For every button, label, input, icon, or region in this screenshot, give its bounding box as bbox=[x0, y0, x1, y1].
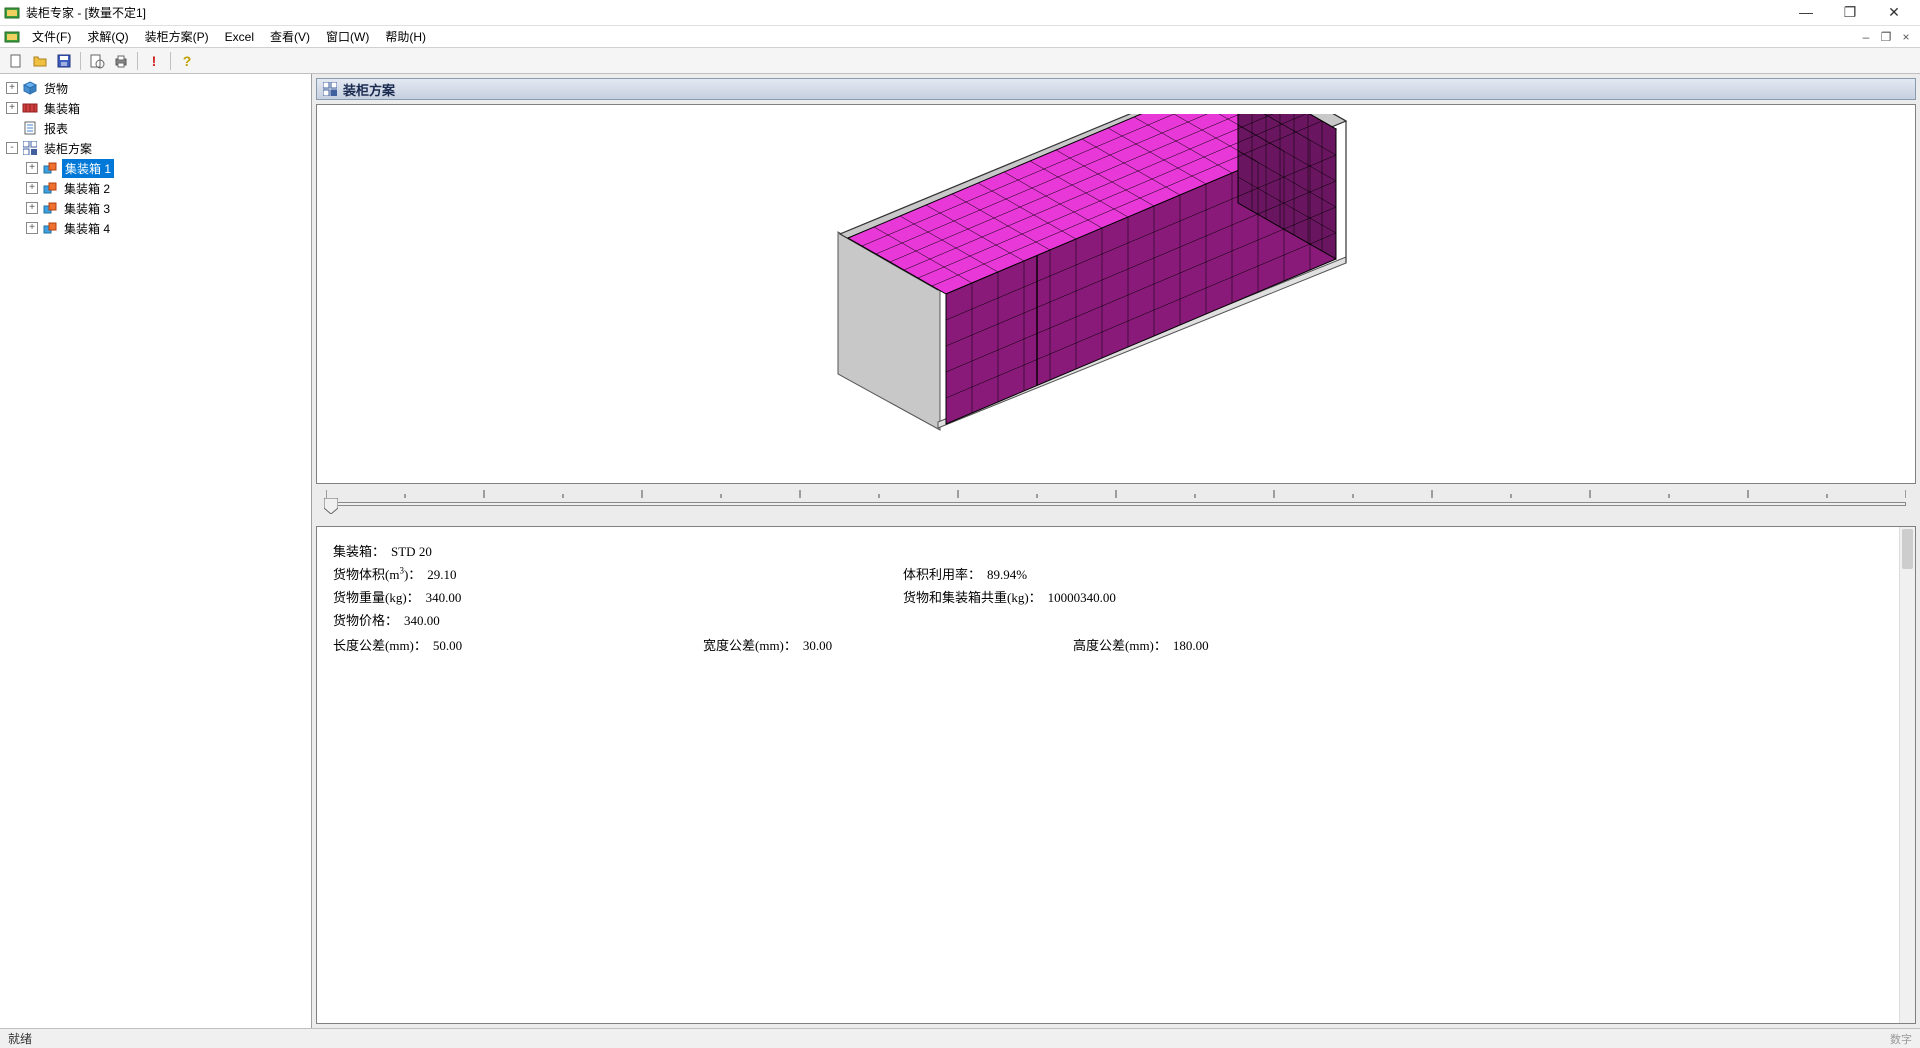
toolbar-separator bbox=[80, 52, 81, 70]
maximize-button[interactable]: ❐ bbox=[1836, 4, 1864, 21]
mdi-restore-button[interactable]: ❐ bbox=[1876, 30, 1896, 44]
status-bar: 就绪 数字 bbox=[0, 1028, 1920, 1048]
tree-expander[interactable]: + bbox=[26, 222, 38, 234]
plan-icon bbox=[22, 140, 38, 156]
container-label: 集装箱： bbox=[333, 544, 385, 559]
mdi-close-button[interactable]: × bbox=[1896, 30, 1916, 44]
toolbar: ! ? bbox=[0, 48, 1920, 74]
weight-value: 340.00 bbox=[426, 590, 462, 605]
report-icon bbox=[22, 120, 38, 136]
height-tolerance-value: 180.00 bbox=[1173, 638, 1209, 653]
tree-node[interactable]: + 集装箱 2 bbox=[2, 178, 309, 198]
box-multi-icon bbox=[42, 220, 58, 236]
window-controls: — ❐ ✕ bbox=[1792, 4, 1916, 21]
status-text: 就绪 bbox=[8, 1030, 32, 1047]
toolbar-separator bbox=[170, 52, 171, 70]
price-label: 货物价格： bbox=[333, 613, 398, 628]
width-tolerance-label: 宽度公差(mm)： bbox=[703, 638, 797, 653]
main-area: + 货物 + 集装箱报表 - 装柜方案 + 集装箱 1 + 集装箱 2 + 集装箱 3 + 集装箱 4 装… bbox=[0, 74, 1920, 1028]
tree-node[interactable]: + 集装箱 4 bbox=[2, 218, 309, 238]
svg-text:?: ? bbox=[183, 53, 192, 69]
tree-node[interactable]: + 货物 bbox=[2, 78, 309, 98]
box-multi-icon bbox=[42, 180, 58, 196]
new-button[interactable] bbox=[6, 51, 26, 71]
container-red-icon bbox=[22, 100, 38, 116]
tree-label: 装柜方案 bbox=[42, 139, 94, 158]
tree-node[interactable]: + 集装箱 1 bbox=[2, 158, 309, 178]
panel-header: 装柜方案 bbox=[316, 78, 1916, 100]
tree-label: 货物 bbox=[42, 79, 70, 98]
menu-view[interactable]: 查看(V) bbox=[262, 26, 318, 47]
volume-label: 货物体积(m3)： bbox=[333, 567, 421, 582]
slider-track[interactable] bbox=[326, 502, 1906, 506]
status-right: 数字 bbox=[1890, 1031, 1912, 1047]
box-multi-icon bbox=[42, 160, 58, 176]
tree-expander[interactable]: - bbox=[6, 142, 18, 154]
menu-excel[interactable]: Excel bbox=[217, 28, 262, 46]
panel-title: 装柜方案 bbox=[343, 80, 395, 99]
container-value: STD 20 bbox=[391, 544, 432, 559]
menu-solve[interactable]: 求解(Q) bbox=[79, 26, 136, 47]
mdi-icon bbox=[4, 29, 20, 45]
container-3d-viewer[interactable] bbox=[316, 104, 1916, 484]
help-button[interactable]: ? bbox=[177, 51, 197, 71]
tree-node[interactable]: + 集装箱 3 bbox=[2, 198, 309, 218]
tree-label: 集装箱 3 bbox=[62, 199, 112, 218]
menu-help[interactable]: 帮助(H) bbox=[377, 26, 434, 47]
tree-expander[interactable]: + bbox=[26, 202, 38, 214]
app-icon bbox=[4, 5, 20, 21]
weight-label: 货物重量(kg)： bbox=[333, 590, 420, 605]
mdi-controls: – ❐ × bbox=[1856, 30, 1916, 44]
box-multi-icon bbox=[42, 200, 58, 216]
menu-bar: 文件(F) 求解(Q) 装柜方案(P) Excel 查看(V) 窗口(W) 帮助… bbox=[0, 26, 1920, 48]
tree-label: 集装箱 4 bbox=[62, 219, 112, 238]
open-button[interactable] bbox=[30, 51, 50, 71]
tree-expander[interactable]: + bbox=[6, 102, 18, 114]
cube-blue-icon bbox=[22, 80, 38, 96]
scrollbar-vertical[interactable] bbox=[1899, 527, 1915, 1023]
tree-expander[interactable]: + bbox=[6, 82, 18, 94]
total-weight-label: 货物和集装箱共重(kg)： bbox=[903, 590, 1042, 605]
save-button[interactable] bbox=[54, 51, 74, 71]
tree-node[interactable]: - 装柜方案 bbox=[2, 138, 309, 158]
tree-label: 报表 bbox=[42, 119, 70, 138]
total-weight-value: 10000340.00 bbox=[1048, 590, 1116, 605]
volume-value: 29.10 bbox=[427, 567, 456, 582]
window-title: 装柜专家 - [数量不定1] bbox=[26, 4, 1792, 21]
toolbar-separator bbox=[137, 52, 138, 70]
sidebar-tree[interactable]: + 货物 + 集装箱报表 - 装柜方案 + 集装箱 1 + 集装箱 2 + 集装箱 3 + 集装箱 4 bbox=[0, 74, 312, 1028]
plan-icon bbox=[323, 82, 337, 96]
timeline-slider[interactable] bbox=[316, 488, 1916, 518]
info-panel: 集装箱： STD 20 货物体积(m3)： 29.10 体积利用率： 89.94% 货… bbox=[316, 526, 1916, 1024]
utilization-label: 体积利用率： bbox=[903, 567, 981, 582]
tree-node[interactable]: 报表 bbox=[2, 118, 309, 138]
preview-button[interactable] bbox=[87, 51, 107, 71]
price-value: 340.00 bbox=[404, 613, 440, 628]
menu-window[interactable]: 窗口(W) bbox=[318, 26, 377, 47]
menu-file[interactable]: 文件(F) bbox=[24, 26, 79, 47]
tree-label: 集装箱 2 bbox=[62, 179, 112, 198]
content-area: 装柜方案 集装箱：STD 20 货物体积(m3)：29.10 体积利用率 bbox=[312, 74, 1920, 1028]
length-tolerance-value: 50.00 bbox=[433, 638, 462, 653]
close-button[interactable]: ✕ bbox=[1880, 4, 1908, 21]
slider-thumb[interactable] bbox=[324, 498, 338, 514]
height-tolerance-label: 高度公差(mm)： bbox=[1073, 638, 1167, 653]
svg-text:!: ! bbox=[152, 53, 157, 69]
alert-button[interactable]: ! bbox=[144, 51, 164, 71]
tree-label: 集装箱 bbox=[42, 99, 82, 118]
print-button[interactable] bbox=[111, 51, 131, 71]
length-tolerance-label: 长度公差(mm)： bbox=[333, 638, 427, 653]
width-tolerance-value: 30.00 bbox=[803, 638, 832, 653]
container-3d-graphic bbox=[766, 114, 1466, 474]
tree-node[interactable]: + 集装箱 bbox=[2, 98, 309, 118]
utilization-value: 89.94% bbox=[987, 567, 1027, 582]
tree-expander[interactable]: + bbox=[26, 182, 38, 194]
tree-expander[interactable]: + bbox=[26, 162, 38, 174]
title-bar: 装柜专家 - [数量不定1] — ❐ ✕ bbox=[0, 0, 1920, 26]
tree-label: 集装箱 1 bbox=[62, 159, 114, 178]
mdi-minimize-button[interactable]: – bbox=[1856, 30, 1876, 44]
minimize-button[interactable]: — bbox=[1792, 4, 1820, 21]
menu-plan[interactable]: 装柜方案(P) bbox=[137, 26, 217, 47]
